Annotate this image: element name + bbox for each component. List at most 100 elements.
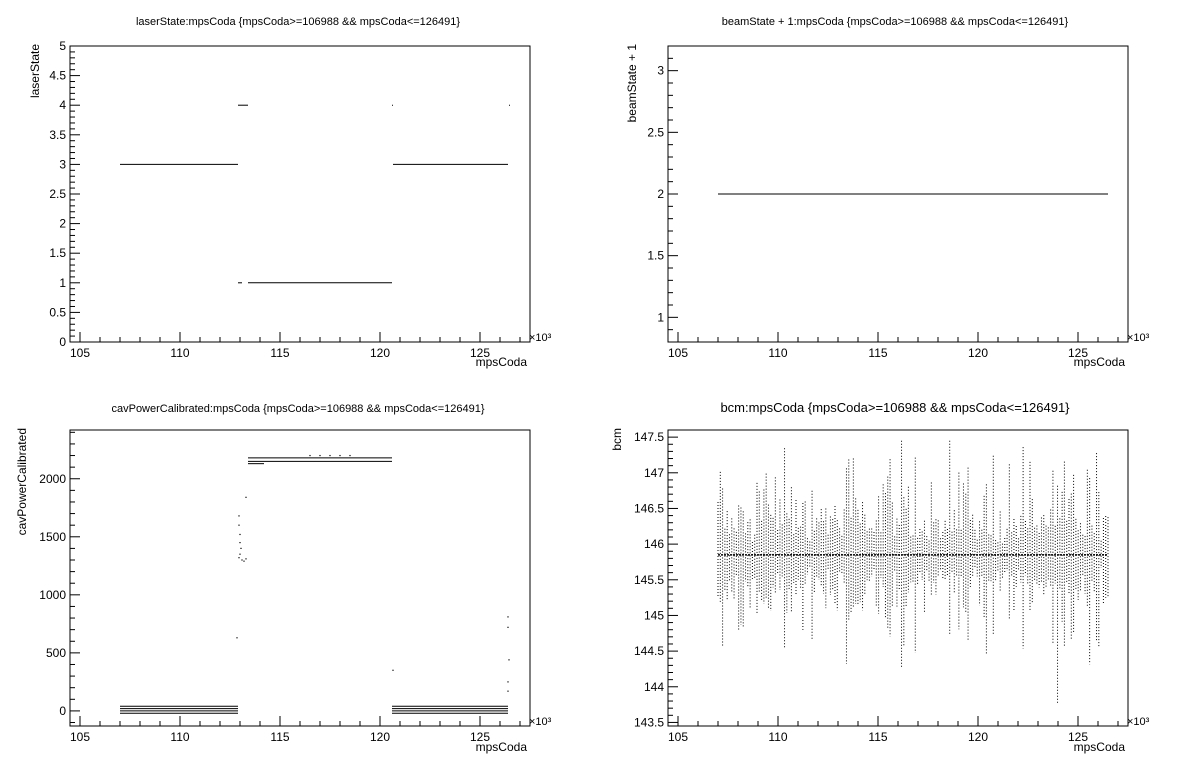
chart-title: cavPowerCalibrated:mpsCoda {mpsCoda>=106… bbox=[111, 403, 484, 415]
y-tick-label: 2 bbox=[59, 217, 66, 231]
y-tick-label: 1 bbox=[59, 276, 66, 290]
y-tick-label: 0 bbox=[59, 335, 66, 349]
y-ticks: 0 0.5 1 1.5 2 2.5 3 3.5 4 4.5 5 bbox=[49, 39, 80, 349]
y-tick-label: 4 bbox=[59, 98, 66, 112]
data-point bbox=[507, 626, 509, 628]
bcm-panel: bcm:mpsCoda {mpsCoda>=106988 && mpsCoda<… bbox=[610, 400, 1150, 754]
y-ticks: 143.5 144 144.5 145 145.5 146 146.5 147 147.5 bbox=[634, 429, 678, 729]
y-tick-label: 144 bbox=[644, 680, 664, 694]
y-tick-label: 1.5 bbox=[49, 246, 66, 260]
data-point bbox=[239, 553, 241, 555]
x-axis-label: mpsCoda bbox=[476, 740, 528, 754]
y-tick-label: 145.5 bbox=[634, 573, 664, 587]
y-tick-label: 2 bbox=[657, 187, 664, 201]
y-tick-label: 146 bbox=[644, 537, 664, 551]
x-tick-label: 105 bbox=[70, 730, 90, 744]
y-ticks: 1 1.5 2 2.5 3 bbox=[647, 45, 678, 331]
x-tick-label: 105 bbox=[668, 730, 688, 744]
data-point bbox=[309, 454, 311, 457]
chart-title: laserState:mpsCoda {mpsCoda>=106988 && m… bbox=[136, 16, 460, 28]
data-point bbox=[240, 547, 242, 549]
y-tick-label: 2.5 bbox=[49, 187, 66, 201]
x-tick-label: 115 bbox=[270, 730, 289, 744]
x-axis-label: mpsCoda bbox=[1074, 740, 1126, 754]
y-tick-label: 145 bbox=[644, 608, 664, 622]
y-tick-label: 144.5 bbox=[634, 644, 664, 658]
data-point bbox=[507, 690, 509, 692]
y-tick-label: 3 bbox=[59, 157, 66, 171]
y-tick-label: 147 bbox=[644, 466, 664, 480]
y-tick-label: 0.5 bbox=[49, 305, 66, 319]
x-exponent: ×10³ bbox=[1127, 716, 1150, 728]
data-marks bbox=[120, 104, 510, 284]
x-tick-label: 120 bbox=[370, 346, 390, 360]
y-ticks: 0 500 1000 1500 2000 bbox=[39, 431, 80, 724]
x-ticks: 105 110 115 120 125 bbox=[70, 332, 521, 360]
data-point bbox=[239, 533, 241, 536]
x-tick-label: 125 bbox=[1068, 346, 1088, 360]
y-axis-label: beamState + 1 bbox=[625, 44, 639, 123]
x-tick-label: 125 bbox=[1068, 730, 1088, 744]
data-point bbox=[392, 669, 394, 671]
y-tick-label: 2000 bbox=[39, 472, 66, 486]
y-tick-label: 2.5 bbox=[647, 125, 664, 139]
x-tick-label: 110 bbox=[768, 730, 787, 744]
data-marks bbox=[120, 454, 510, 714]
data-point bbox=[238, 515, 240, 517]
y-tick-label: 1000 bbox=[39, 588, 66, 602]
y-tick-label: 146.5 bbox=[634, 501, 664, 515]
data-point bbox=[508, 659, 510, 661]
data-point bbox=[349, 454, 351, 457]
chart-title: bcm:mpsCoda {mpsCoda>=106988 && mpsCoda<… bbox=[720, 400, 1070, 415]
data-point bbox=[507, 681, 509, 683]
x-exponent: ×10³ bbox=[529, 332, 552, 344]
y-tick-label: 1500 bbox=[39, 530, 66, 544]
data-point bbox=[245, 558, 247, 560]
laserstate-panel: laserState:mpsCoda {mpsCoda>=106988 && m… bbox=[28, 16, 552, 369]
x-tick-label: 115 bbox=[868, 730, 887, 744]
x-axis-label: mpsCoda bbox=[476, 355, 528, 369]
data-point bbox=[329, 454, 331, 457]
y-tick-label: 3.5 bbox=[49, 128, 66, 142]
x-tick-label: 115 bbox=[868, 346, 887, 360]
y-axis-label: cavPowerCalibrated bbox=[15, 428, 29, 535]
x-tick-label: 110 bbox=[170, 730, 189, 744]
y-tick-label: 1 bbox=[657, 310, 664, 324]
x-tick-label: 120 bbox=[370, 730, 390, 744]
y-tick-label: 4.5 bbox=[49, 69, 66, 83]
y-tick-label: 147.5 bbox=[634, 430, 664, 444]
x-tick-label: 120 bbox=[968, 730, 988, 744]
data-point bbox=[339, 454, 341, 457]
x-ticks: 105 110 115 120 125 bbox=[668, 716, 1119, 744]
x-tick-label: 110 bbox=[768, 346, 787, 360]
x-ticks: 105 110 115 120 125 bbox=[70, 716, 521, 744]
data-point bbox=[236, 637, 238, 639]
x-tick-label: 105 bbox=[668, 346, 688, 360]
x-exponent: ×10³ bbox=[529, 716, 552, 728]
x-tick-label: 105 bbox=[70, 346, 90, 360]
y-tick-label: 500 bbox=[46, 646, 66, 660]
data-point bbox=[507, 616, 509, 618]
data-point bbox=[238, 524, 240, 526]
data-point bbox=[243, 560, 245, 562]
chart-title: beamState + 1:mpsCoda {mpsCoda>=106988 &… bbox=[722, 16, 1069, 28]
x-exponent: ×10³ bbox=[1127, 332, 1150, 344]
beamstate-panel: beamState + 1:mpsCoda {mpsCoda>=106988 &… bbox=[625, 16, 1150, 369]
data-point bbox=[238, 557, 240, 559]
data-point bbox=[319, 454, 321, 457]
x-axis-label: mpsCoda bbox=[1074, 355, 1126, 369]
y-tick-label: 143.5 bbox=[634, 715, 664, 729]
y-tick-label: 3 bbox=[657, 64, 664, 78]
data-point bbox=[239, 541, 241, 544]
x-tick-label: 125 bbox=[470, 730, 490, 744]
y-tick-label: 1.5 bbox=[647, 249, 664, 263]
x-tick-label: 120 bbox=[968, 346, 988, 360]
cavpower-panel: cavPowerCalibrated:mpsCoda {mpsCoda>=106… bbox=[15, 403, 552, 754]
x-tick-label: 125 bbox=[470, 346, 490, 360]
x-ticks: 105 110 115 120 125 bbox=[668, 332, 1119, 360]
x-tick-label: 110 bbox=[170, 346, 189, 360]
y-axis-label: laserState bbox=[28, 44, 42, 98]
x-tick-label: 115 bbox=[270, 346, 289, 360]
data-point bbox=[241, 559, 243, 561]
